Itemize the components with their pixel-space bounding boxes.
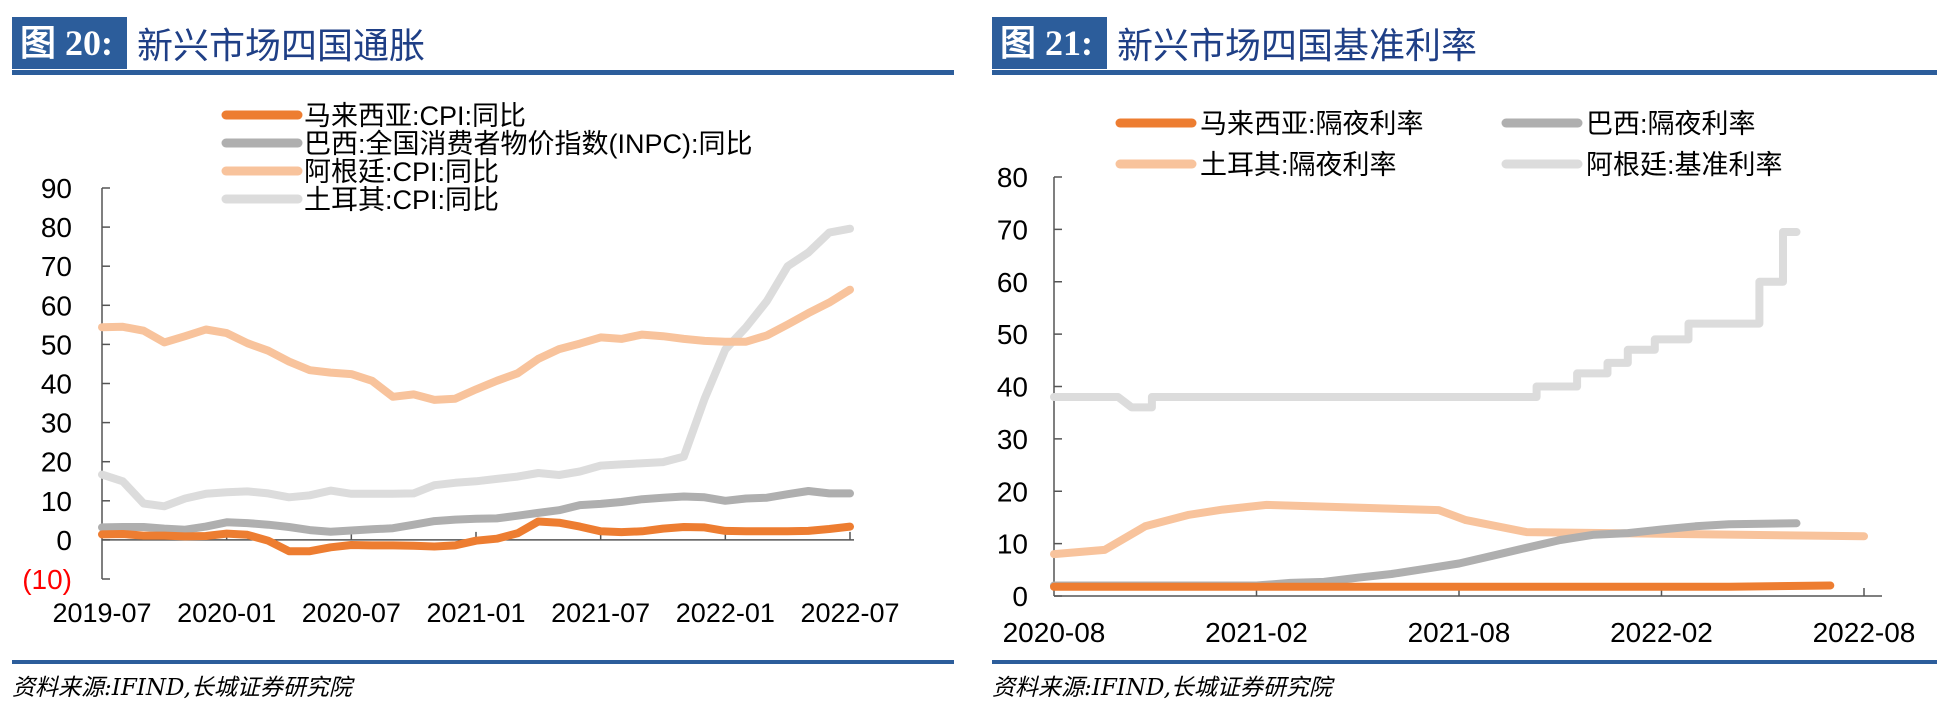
- x-tick-label: 2021-01: [426, 598, 525, 628]
- legend-label-malaysia: 马来西亚:CPI:同比: [304, 101, 526, 131]
- series-line-turkey: [98, 224, 854, 511]
- x-tick-label: 2022-01: [676, 598, 775, 628]
- y-tick-label: 10: [41, 486, 72, 517]
- y-tick-label: 60: [997, 267, 1028, 298]
- legend-label-argentina: 阿根廷:CPI:同比: [304, 157, 499, 187]
- figure-21-source: 资料来源:IFIND,长城证券研究院: [992, 675, 1332, 701]
- y-tick-label: 80: [41, 212, 72, 243]
- y-tick-label: 80: [997, 162, 1028, 193]
- series-line-argentina: [98, 285, 854, 404]
- series-line-malaysia: [1050, 581, 1835, 591]
- figure-20-title: 新兴市场四国通胀: [137, 26, 426, 67]
- y-tick-label: 40: [997, 372, 1028, 403]
- series-line-brazil: [98, 487, 854, 536]
- y-tick-label: 50: [997, 319, 1028, 350]
- figure-21-bottom-rule: [992, 660, 1937, 664]
- y-tick-label: 70: [997, 214, 1028, 245]
- y-tick-label: 20: [997, 476, 1028, 507]
- y-tick-label: 20: [41, 447, 72, 478]
- y-tick-label: 60: [41, 290, 72, 321]
- policy-rate-chart: 0 10 20 30 40 50 60 70 80 2020-08 2021-02 2021-08 20…: [997, 109, 1916, 648]
- x-tick-label: 2020-07: [302, 598, 401, 628]
- y-tick-label: 0: [1012, 581, 1028, 612]
- y-tick-label: 70: [41, 251, 72, 282]
- y-tick-label: 30: [997, 424, 1028, 455]
- y-tick-label: 90: [41, 173, 72, 204]
- legend-label-argentina: 土耳其:隔夜利率: [1200, 150, 1397, 180]
- legend-label-malaysia: 马来西亚:隔夜利率: [1200, 109, 1424, 139]
- y-tick-label: (10): [22, 564, 72, 595]
- x-tick-label: 2022-02: [1610, 617, 1713, 648]
- x-tick-label: 2019-07: [52, 598, 151, 628]
- figure-21-panel: 图 21: 新兴市场四国基准利率 0 10 20 30 40 50 60 70 80 2020-0…: [980, 0, 1947, 710]
- legend-label-turkey: 土耳其:CPI:同比: [304, 185, 499, 215]
- y-tick-label: 10: [997, 529, 1028, 560]
- series-line-argentina: [1050, 500, 1868, 559]
- x-tick-label: 2021-02: [1205, 617, 1308, 648]
- figure-21-header: 图 21: 新兴市场四国基准利率: [992, 16, 1477, 70]
- x-tick-label: 2021-08: [1408, 617, 1511, 648]
- legend-label-brazil: 巴西:隔夜利率: [1586, 109, 1756, 139]
- legend-label-turkey: 阿根廷:基准利率: [1586, 150, 1783, 180]
- figure-20-bottom-rule: [12, 660, 954, 664]
- series-line-malaysia: [98, 517, 854, 556]
- figure-21-title: 新兴市场四国基准利率: [1117, 26, 1478, 67]
- figure-20-top-rule: [12, 70, 954, 75]
- figure-21-label: 图 21:: [992, 17, 1107, 69]
- figure-20-panel: 图 20: 新兴市场四国通胀 (10) 0 10 20 30 40 50 60 70 80 90 20…: [0, 0, 965, 710]
- x-tick-label: 2022-08: [1813, 617, 1916, 648]
- figure-20-header: 图 20: 新兴市场四国通胀: [12, 16, 425, 70]
- figure-20-source: 资料来源:IFIND,长城证券研究院: [12, 675, 352, 701]
- y-tick-label: 40: [41, 369, 72, 400]
- y-tick-label: 0: [56, 525, 72, 556]
- x-tick-label: 2021-07: [551, 598, 650, 628]
- figure-21-top-rule: [992, 70, 1937, 75]
- x-tick-label: 2020-08: [1003, 617, 1106, 648]
- series-line-turkey: [1050, 228, 1801, 412]
- inflation-chart: (10) 0 10 20 30 40 50 60 70 80 90 2019-07 2020-01 202…: [22, 101, 899, 628]
- figure-20-label: 图 20:: [12, 17, 127, 69]
- x-tick-label: 2022-07: [800, 598, 899, 628]
- y-tick-label: 30: [41, 408, 72, 439]
- x-tick-label: 2020-01: [177, 598, 276, 628]
- legend-label-brazil: 巴西:全国消费者物价指数(INPC):同比: [304, 129, 753, 159]
- y-tick-label: 50: [41, 329, 72, 360]
